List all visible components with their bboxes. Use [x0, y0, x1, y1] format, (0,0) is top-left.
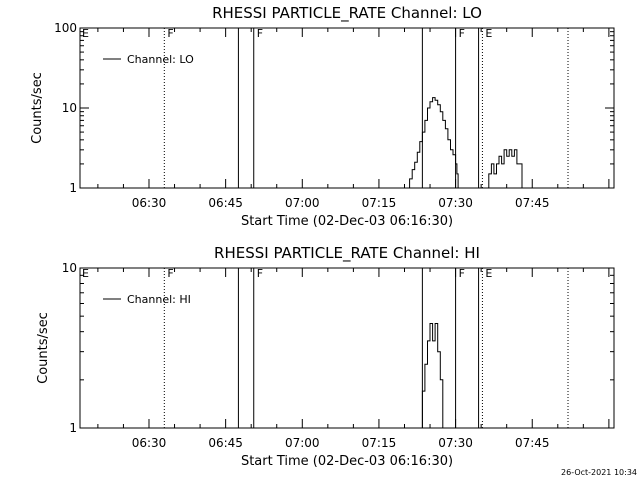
- plot-frame: [79, 267, 615, 429]
- x-tick-label: 07:00: [285, 196, 320, 210]
- event-marker-label: F: [459, 27, 465, 40]
- y-tick-label: 1: [69, 421, 77, 435]
- y-tick-label: 1: [69, 181, 77, 195]
- y-axis-label: Counts/sec: [30, 72, 45, 144]
- x-tick-label: 07:15: [362, 196, 397, 210]
- event-marker-label: E: [82, 267, 89, 280]
- x-axis-label: Start Time (02-Dec-03 06:16:30): [241, 454, 453, 469]
- event-marker-label: F: [167, 267, 173, 280]
- x-tick-label: 06:30: [132, 196, 167, 210]
- x-tick-label: 07:00: [285, 436, 320, 450]
- legend-label: Channel: LO: [127, 53, 194, 66]
- event-marker-label: E: [485, 27, 492, 40]
- y-tick-label: 10: [62, 261, 77, 275]
- x-tick-label: 07:30: [438, 196, 473, 210]
- plot-frame: [79, 27, 615, 189]
- event-marker-label: F: [257, 27, 263, 40]
- timestamp: 26-Oct-2021 10:34: [561, 468, 637, 477]
- lo-channel-panel: RHESSI PARTICLE_RATE Channel: LO 1 10 100 Co…: [30, 4, 615, 229]
- event-marker-label: F: [257, 267, 263, 280]
- legend-label: Channel: HI: [127, 293, 191, 306]
- x-axis-label: Start Time (02-Dec-03 06:16:30): [241, 214, 453, 229]
- x-tick-label: 07:45: [515, 196, 550, 210]
- y-axis-label: Counts/sec: [36, 312, 51, 384]
- x-tick-label: 07:30: [438, 436, 473, 450]
- event-marker-label: E: [485, 267, 492, 280]
- event-marker-label: E: [82, 27, 89, 40]
- chart-title: RHESSI PARTICLE_RATE Channel: LO: [212, 4, 482, 23]
- series-line: [404, 97, 523, 188]
- x-tick-label: 06:45: [208, 436, 243, 450]
- hi-channel-panel: RHESSI PARTICLE_RATE Channel: HI 1 10 Count…: [36, 244, 615, 469]
- event-marker-label: F: [459, 267, 465, 280]
- x-tick-label: 07:15: [362, 436, 397, 450]
- x-tick-label: 06:30: [132, 436, 167, 450]
- y-tick-label: 10: [62, 101, 77, 115]
- x-tick-label: 07:45: [515, 436, 550, 450]
- series-line: [419, 323, 444, 428]
- y-tick-label: 100: [54, 21, 77, 35]
- chart-title: RHESSI PARTICLE_RATE Channel: HI: [214, 244, 480, 263]
- event-marker-label: F: [167, 27, 173, 40]
- x-tick-label: 06:45: [208, 196, 243, 210]
